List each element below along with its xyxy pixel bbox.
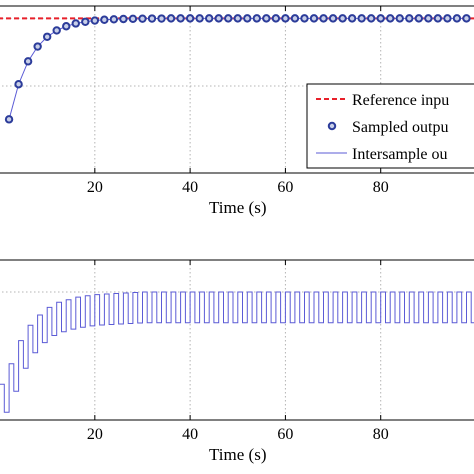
sampled-output-point bbox=[395, 14, 404, 23]
bottom-subplot: 20 40 60 80 Time (s) bbox=[0, 259, 474, 464]
sampled-output-point bbox=[376, 14, 385, 23]
sampled-output-point bbox=[195, 14, 204, 23]
sampled-output-point bbox=[328, 14, 338, 23]
sampled-output-point bbox=[233, 14, 242, 23]
sampled-output-point bbox=[166, 14, 176, 23]
sampled-output-point bbox=[214, 14, 223, 23]
top-subplot: 20 40 60 80 Time (s) Reference inpu Sampled… bbox=[0, 5, 474, 217]
sampled-output-point bbox=[262, 14, 271, 23]
sampled-output-point bbox=[319, 14, 328, 23]
sampled-output-point bbox=[452, 14, 462, 23]
top-series-layer bbox=[0, 14, 474, 124]
sampled-output-point bbox=[71, 19, 80, 28]
bottom-x-axis-label: Time (s) bbox=[209, 445, 266, 464]
bot-xtick-label-60: 60 bbox=[277, 426, 293, 443]
sampled-output-point bbox=[424, 14, 433, 23]
sampled-output-point bbox=[109, 15, 119, 24]
bottom-series-layer bbox=[0, 291, 474, 413]
sampled-output-point bbox=[414, 14, 424, 23]
sampled-output-point bbox=[366, 14, 376, 23]
sampled-output-point bbox=[100, 15, 109, 24]
sampled-output-point bbox=[42, 32, 52, 41]
sampled-output-point bbox=[81, 17, 90, 26]
sampled-output-point bbox=[224, 14, 233, 23]
sampled-output-point bbox=[157, 14, 166, 23]
sampled-output-point bbox=[347, 14, 357, 23]
top-xtick-label-20: 20 bbox=[87, 179, 103, 196]
sampled-output-point bbox=[309, 14, 319, 23]
top-axes-frame bbox=[0, 5, 474, 174]
sampled-output-point bbox=[462, 14, 471, 23]
sampled-output-point bbox=[300, 14, 309, 23]
legend-entry-intersample: Intersample ou bbox=[352, 146, 448, 163]
bot-xtick-label-20: 20 bbox=[87, 426, 103, 443]
top-ticks: 20 40 60 80 bbox=[87, 6, 389, 196]
sampled-output-point bbox=[252, 14, 262, 23]
sampled-output-point bbox=[290, 14, 300, 23]
sampled-output-point bbox=[52, 26, 61, 35]
sampled-output-point bbox=[138, 14, 147, 23]
sampled-output-point bbox=[443, 14, 452, 23]
top-xtick-label-40: 40 bbox=[182, 179, 198, 196]
sampled-output-point bbox=[176, 14, 185, 23]
sampled-output-point bbox=[23, 57, 33, 66]
bottom-axes-frame bbox=[0, 259, 474, 421]
legend-entry-sampled: Sampled outpu bbox=[352, 119, 448, 136]
sampled-output-point bbox=[357, 14, 366, 23]
sampled-output-point bbox=[119, 14, 128, 24]
top-xtick-label-60: 60 bbox=[277, 179, 293, 196]
sampled-output-point bbox=[14, 80, 23, 89]
bot-xtick-label-80: 80 bbox=[373, 426, 389, 443]
sampled-output-point bbox=[204, 14, 214, 23]
sampled-output-point bbox=[128, 14, 138, 24]
sampled-output-point bbox=[90, 16, 100, 25]
top-legend: Reference inpu Sampled outpu Intersample… bbox=[306, 83, 474, 169]
sampled-output-point bbox=[405, 14, 414, 23]
sampled-output-point bbox=[4, 115, 14, 124]
bot-xtick-label-40: 40 bbox=[182, 426, 198, 443]
sampled-output-point bbox=[386, 14, 395, 23]
legend-entry-reference: Reference inpu bbox=[352, 92, 449, 109]
bottom-ticks: 20 40 60 80 bbox=[87, 260, 389, 443]
top-x-axis-label: Time (s) bbox=[209, 198, 266, 217]
sampled-output-point bbox=[243, 14, 252, 23]
sampled-output-point bbox=[62, 22, 71, 31]
sampled-output-point bbox=[433, 14, 443, 23]
sampled-output-point bbox=[147, 14, 157, 23]
control-signal-step-line bbox=[0, 291, 474, 413]
top-xtick-label-80: 80 bbox=[373, 179, 389, 196]
sampled-output-point bbox=[33, 42, 42, 51]
legend-swatch-sampled bbox=[327, 121, 337, 131]
sampled-output-point bbox=[281, 14, 290, 23]
sampled-output-point bbox=[338, 14, 347, 23]
sampled-output-point bbox=[271, 14, 281, 23]
sampled-output-point bbox=[185, 14, 195, 23]
